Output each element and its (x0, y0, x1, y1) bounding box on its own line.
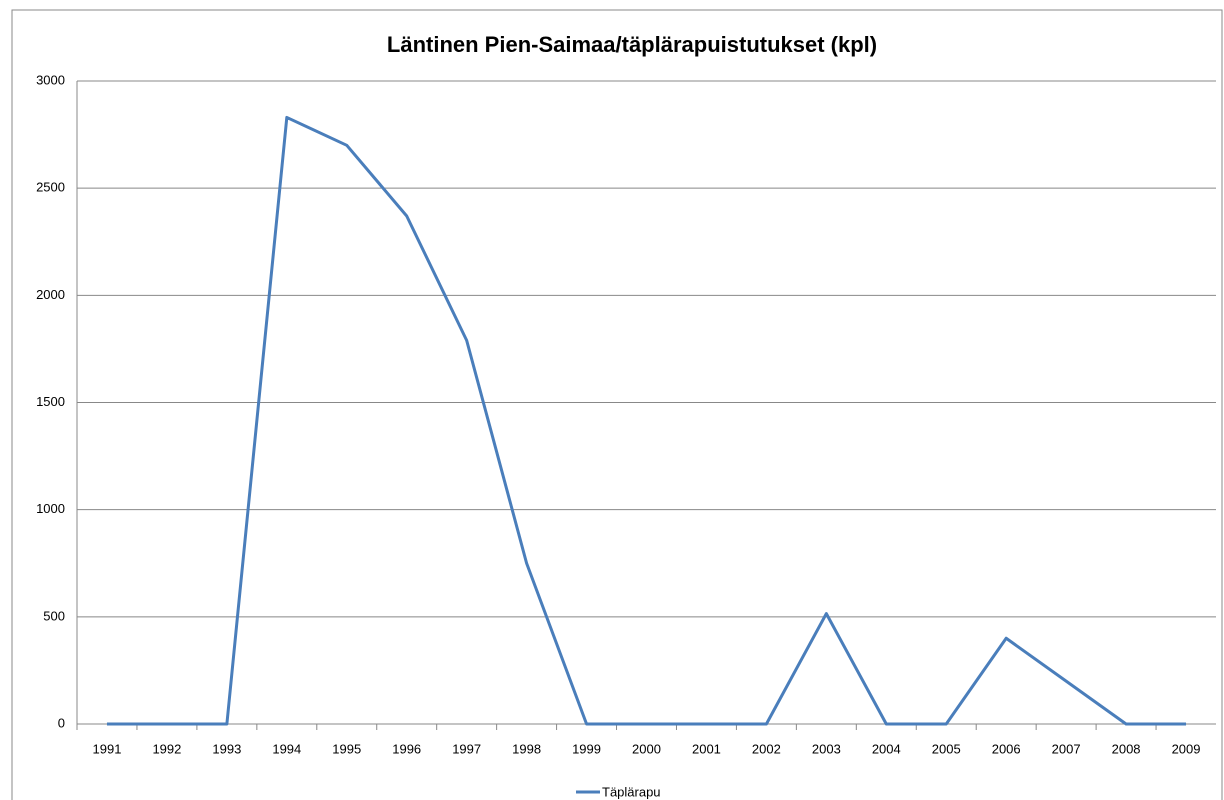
y-tick-label: 1500 (36, 394, 65, 409)
x-tick-label: 1993 (212, 741, 241, 756)
x-tick-label: 1999 (572, 741, 601, 756)
x-tick-label: 2006 (992, 741, 1021, 756)
x-tick-label: 2004 (872, 741, 901, 756)
y-tick-label: 2000 (36, 287, 65, 302)
x-tick-label: 1998 (512, 741, 541, 756)
x-tick-label: 2007 (1052, 741, 1081, 756)
x-tick-label: 2000 (632, 741, 661, 756)
y-tick-label: 500 (43, 608, 65, 623)
legend-label: Täplärapu (602, 784, 661, 799)
x-tick-label: 2009 (1172, 741, 1201, 756)
x-tick-label: 1992 (152, 741, 181, 756)
y-tick-label: 2500 (36, 180, 65, 195)
x-tick-label: 1994 (272, 741, 301, 756)
x-tick-label: 2002 (752, 741, 781, 756)
x-tick-label: 1991 (93, 741, 122, 756)
x-tick-label: 1996 (392, 741, 421, 756)
y-tick-label: 1000 (36, 501, 65, 516)
x-tick-label: 2005 (932, 741, 961, 756)
x-tick-label: 2001 (692, 741, 721, 756)
y-tick-label: 3000 (36, 72, 65, 87)
chart-title: Läntinen Pien-Saimaa/täplärapuistutukset… (387, 32, 877, 57)
x-tick-label: 1997 (452, 741, 481, 756)
x-tick-label: 2003 (812, 741, 841, 756)
series-line (106, 115, 1187, 726)
y-tick-label: 0 (58, 715, 65, 730)
chart-frame (11, 9, 1223, 800)
x-tick-label: 1995 (332, 741, 361, 756)
x-tick-label: 2008 (1112, 741, 1141, 756)
